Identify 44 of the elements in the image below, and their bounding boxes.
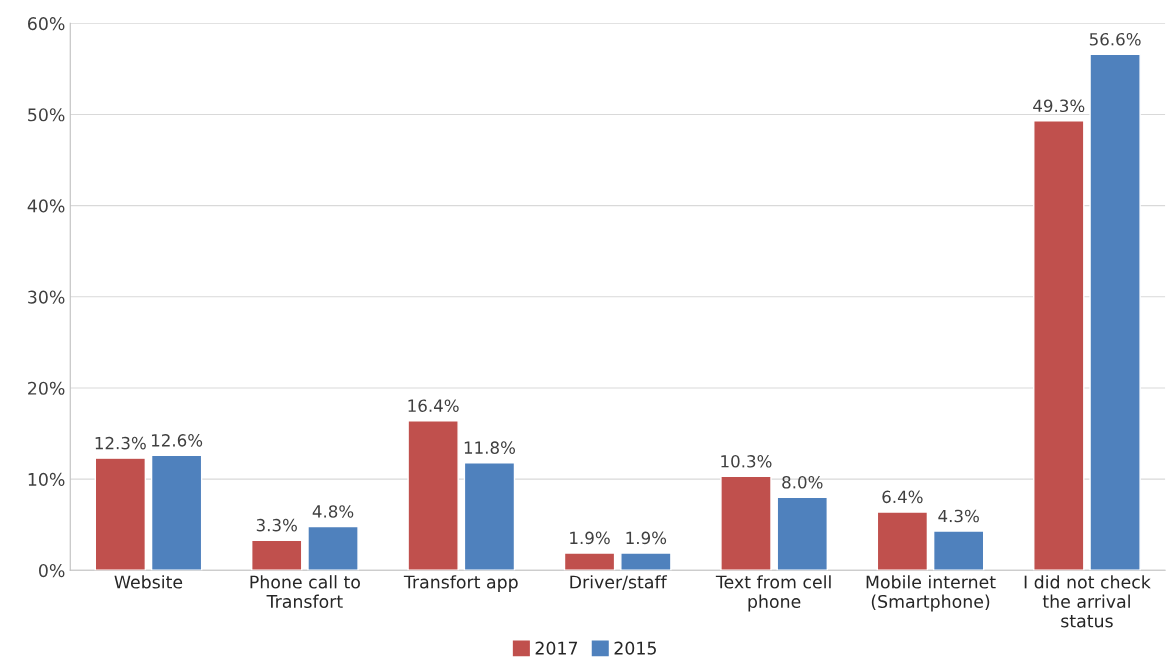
bar — [932, 530, 985, 571]
data-label: 1.9% — [570, 531, 610, 545]
bar — [407, 420, 459, 571]
data-label: 1.9% — [626, 531, 667, 545]
data-label: 16.4% — [408, 399, 459, 412]
x-tick-label: Text from cell phone — [715, 575, 831, 612]
bar — [876, 511, 929, 571]
data-label: 6.4% — [882, 490, 923, 504]
bar — [150, 454, 203, 571]
y-tick-label: 20% — [28, 381, 65, 395]
bar — [776, 496, 828, 571]
y-tick-label: 40% — [27, 199, 65, 213]
bar — [463, 462, 516, 571]
bar — [1089, 53, 1141, 571]
x-tick-label: Driver/staff — [570, 575, 668, 590]
data-label: 4.8% — [312, 505, 354, 518]
bar — [251, 539, 303, 571]
bar — [720, 475, 772, 571]
x-tick-label: Website — [114, 575, 183, 589]
y-tick-label: 60% — [28, 17, 65, 31]
data-label: 8.0% — [782, 475, 823, 489]
data-label: 4.3% — [938, 509, 979, 523]
x-tick-label: I did not check the arrival status — [1024, 575, 1151, 628]
x-tick-label: Transfort app — [403, 575, 518, 592]
bar — [620, 552, 672, 571]
data-label: 12.6% — [151, 434, 203, 447]
data-label: 12.3% — [95, 436, 146, 450]
y-tick-label: 10% — [28, 472, 65, 486]
bar — [563, 552, 616, 571]
bar — [94, 457, 147, 571]
y-tick-label: 0% — [39, 564, 65, 578]
legend-label: 2015 — [614, 641, 656, 655]
y-tick-label: 50% — [28, 108, 65, 122]
data-label: 10.3% — [721, 455, 772, 468]
legend-label: 2017 — [535, 641, 578, 655]
bar — [1033, 120, 1085, 571]
data-label: 56.6% — [1089, 32, 1141, 46]
data-label: 11.8% — [464, 441, 515, 454]
y-tick-label: 30% — [28, 290, 65, 304]
bar — [307, 525, 359, 571]
x-tick-label: Mobile internet (Smartphone) — [866, 575, 996, 612]
x-tick-label: Phone call to Transfort — [250, 575, 360, 609]
data-label: 49.3% — [1033, 99, 1085, 113]
data-label: 3.3% — [256, 518, 297, 532]
